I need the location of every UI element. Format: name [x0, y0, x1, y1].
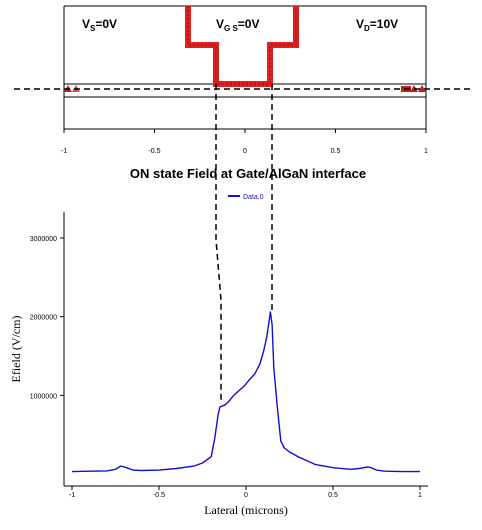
y-axis-label: Efield (V/cm) [9, 316, 23, 383]
y-tick-label: 2000000 [30, 315, 57, 322]
chart-title: ON state Field at Gate/AlGaN interface [130, 166, 366, 181]
efield-series-line [71, 311, 420, 473]
device-x-tick-label: -1 [61, 148, 67, 155]
device-x-tick-label: 1 [424, 148, 428, 155]
gate-voltage-label: VG S=0V [216, 17, 259, 33]
device-x-tick-label: -0.5 [148, 148, 160, 155]
y-tick-label: 3000000 [30, 236, 57, 243]
device-panel: VS=0V VG S=0V VD=10V -1 -0.5 0 0.5 1 [14, 5, 470, 155]
x-axis-ticks: -1 -0.5 0 0.5 1 [69, 486, 422, 499]
device-x-tick-label: 0.5 [331, 148, 341, 155]
device-x-axis: -1 -0.5 0 0.5 1 [61, 129, 428, 155]
y-axis-ticks: 1000000 2000000 3000000 [30, 236, 64, 400]
source-voltage-label: VS=0V [82, 17, 117, 33]
x-tick-label: -1 [69, 492, 75, 499]
legend: Data.0 [228, 194, 264, 201]
x-axis-label: Lateral (microns) [204, 503, 288, 517]
y-tick-label: 1000000 [30, 393, 57, 400]
x-tick-label: 1 [418, 492, 422, 499]
gate-left-edge-projection [215, 84, 222, 404]
legend-label: Data.0 [243, 194, 264, 201]
series-layer [71, 311, 420, 473]
gate-metal-texture [187, 6, 297, 85]
x-tick-label: 0 [244, 492, 248, 499]
device-x-tick-label: 0 [243, 148, 247, 155]
drain-voltage-label: VD=10V [356, 17, 398, 33]
x-tick-label: -0.5 [153, 492, 165, 499]
x-tick-label: 0.5 [328, 492, 338, 499]
